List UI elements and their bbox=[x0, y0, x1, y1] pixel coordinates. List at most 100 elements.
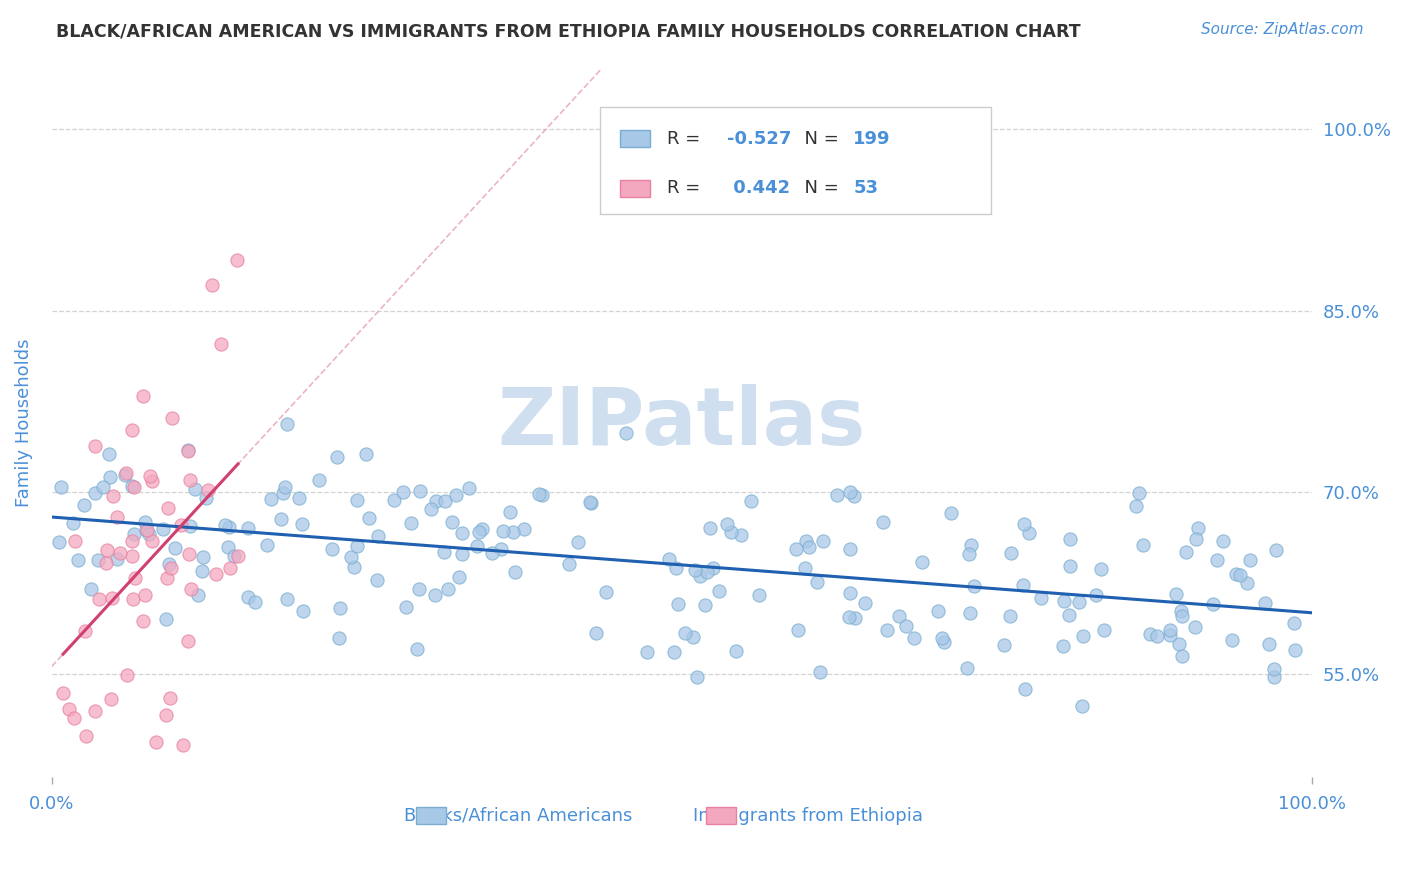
Point bbox=[260, 492, 283, 507]
Text: N =: N = bbox=[793, 129, 844, 148]
Point bbox=[1090, 562, 1112, 576]
Point bbox=[87, 552, 110, 566]
Point bbox=[616, 426, 638, 441]
Point bbox=[49, 480, 72, 494]
Point bbox=[839, 485, 862, 500]
Point bbox=[558, 558, 581, 572]
Point bbox=[720, 524, 742, 539]
Point bbox=[1085, 589, 1108, 603]
Point bbox=[194, 491, 217, 506]
Point bbox=[395, 599, 418, 614]
Text: Source: ZipAtlas.com: Source: ZipAtlas.com bbox=[1201, 22, 1364, 37]
Point bbox=[156, 571, 179, 585]
Point bbox=[1184, 620, 1206, 634]
Point bbox=[243, 595, 266, 609]
Point bbox=[121, 479, 143, 493]
Point bbox=[354, 447, 377, 461]
FancyBboxPatch shape bbox=[706, 807, 735, 824]
Point bbox=[1052, 640, 1074, 654]
Point bbox=[887, 609, 910, 624]
Point bbox=[108, 546, 131, 560]
Point bbox=[177, 444, 200, 458]
Point bbox=[425, 493, 447, 508]
Point bbox=[1265, 543, 1288, 558]
Point bbox=[806, 574, 828, 589]
Point bbox=[450, 525, 472, 540]
Point bbox=[437, 582, 460, 597]
Point bbox=[1202, 597, 1225, 611]
Point bbox=[468, 524, 491, 539]
Point bbox=[481, 546, 503, 560]
Point bbox=[160, 561, 183, 575]
Point bbox=[699, 521, 721, 535]
Point bbox=[271, 486, 294, 500]
Point bbox=[157, 557, 180, 571]
Point bbox=[409, 484, 432, 499]
Point bbox=[292, 604, 315, 618]
Point bbox=[408, 582, 430, 596]
Point bbox=[527, 487, 550, 501]
Point bbox=[685, 563, 707, 577]
Point bbox=[122, 480, 145, 494]
Point bbox=[1159, 623, 1181, 637]
Point bbox=[121, 423, 143, 437]
FancyBboxPatch shape bbox=[620, 130, 651, 147]
Point bbox=[1171, 648, 1194, 663]
Point bbox=[1187, 521, 1209, 535]
Point bbox=[1175, 544, 1198, 558]
Point bbox=[367, 529, 389, 543]
Point bbox=[1000, 546, 1022, 560]
Point bbox=[1239, 552, 1261, 566]
Point bbox=[179, 473, 201, 487]
Point bbox=[579, 496, 602, 510]
Point bbox=[328, 631, 350, 645]
Point bbox=[405, 642, 427, 657]
Point bbox=[219, 561, 242, 575]
Point bbox=[844, 611, 866, 625]
Point bbox=[138, 527, 160, 541]
Point bbox=[155, 611, 177, 625]
Point bbox=[121, 533, 143, 548]
Text: R =: R = bbox=[666, 129, 706, 148]
Point bbox=[197, 483, 219, 497]
Point bbox=[1018, 526, 1040, 541]
Point bbox=[689, 569, 711, 583]
Point bbox=[62, 710, 84, 724]
Point bbox=[993, 639, 1015, 653]
Point bbox=[73, 624, 96, 639]
Point bbox=[100, 692, 122, 706]
Point bbox=[957, 547, 980, 561]
Point bbox=[97, 447, 120, 461]
Point bbox=[1253, 596, 1275, 610]
Point bbox=[218, 520, 240, 534]
Point bbox=[960, 538, 983, 552]
Point bbox=[1166, 586, 1188, 600]
Point bbox=[702, 561, 724, 575]
Point bbox=[1031, 591, 1053, 605]
Point bbox=[346, 539, 368, 553]
Point bbox=[931, 632, 953, 646]
Point bbox=[141, 534, 163, 549]
Point bbox=[441, 515, 464, 529]
Point bbox=[465, 539, 488, 553]
Point bbox=[83, 704, 105, 718]
Point bbox=[184, 483, 207, 497]
FancyBboxPatch shape bbox=[600, 107, 991, 214]
Point bbox=[63, 534, 86, 549]
Point bbox=[502, 525, 524, 540]
Point bbox=[392, 485, 415, 500]
Point bbox=[682, 630, 704, 644]
Point bbox=[447, 570, 470, 584]
Text: Immigrants from Ethiopia: Immigrants from Ethiopia bbox=[693, 806, 922, 824]
Point bbox=[1282, 615, 1305, 630]
Point bbox=[1069, 594, 1091, 608]
Point bbox=[787, 623, 810, 637]
Point bbox=[1171, 609, 1194, 624]
Point bbox=[177, 443, 200, 458]
Point bbox=[512, 522, 534, 536]
Point bbox=[666, 597, 689, 611]
Point bbox=[139, 469, 162, 483]
Point bbox=[1263, 670, 1285, 684]
Point bbox=[1168, 637, 1191, 651]
Point bbox=[579, 495, 602, 509]
